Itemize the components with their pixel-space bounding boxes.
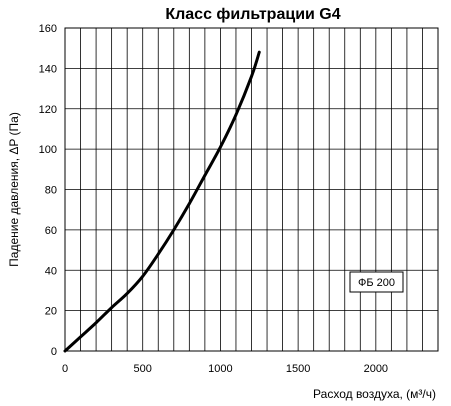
grid — [65, 28, 438, 351]
x-tick-label: 500 — [134, 363, 152, 375]
y-tick-label: 140 — [39, 63, 57, 75]
x-tick-label: 2000 — [364, 363, 388, 375]
series-layer — [63, 50, 261, 353]
legend: ФБ 200 — [349, 271, 404, 293]
x-tick-label: 1500 — [286, 363, 310, 375]
x-tick-label: 1000 — [208, 363, 232, 375]
legend-box — [349, 271, 404, 293]
plot-frame — [64, 27, 439, 352]
x-tick-label: 0 — [62, 363, 68, 375]
series-line-fb200 — [63, 50, 261, 353]
y-tick-labels: 0 20 40 60 80 100 120 140 160 — [39, 23, 57, 358]
y-tick-label: 100 — [39, 144, 57, 156]
x-tick-labels: 0 500 1000 1500 2000 — [62, 363, 388, 375]
y-tick-label: 160 — [39, 23, 57, 35]
legend-entry-fb200: ФБ 200 — [358, 277, 395, 289]
x-axis-label: Расход воздуха, (м³/ч) — [313, 387, 436, 401]
chart-title: Класс фильтрации G4 — [165, 6, 340, 23]
y-tick-label: 60 — [45, 225, 57, 237]
y-axis-label: Падение давления, ΔP (Па) — [7, 112, 21, 267]
y-tick-label: 40 — [45, 265, 57, 277]
y-tick-label: 0 — [51, 346, 57, 358]
y-tick-label: 80 — [45, 185, 57, 197]
y-tick-label: 20 — [45, 306, 57, 318]
y-tick-label: 120 — [39, 104, 57, 116]
